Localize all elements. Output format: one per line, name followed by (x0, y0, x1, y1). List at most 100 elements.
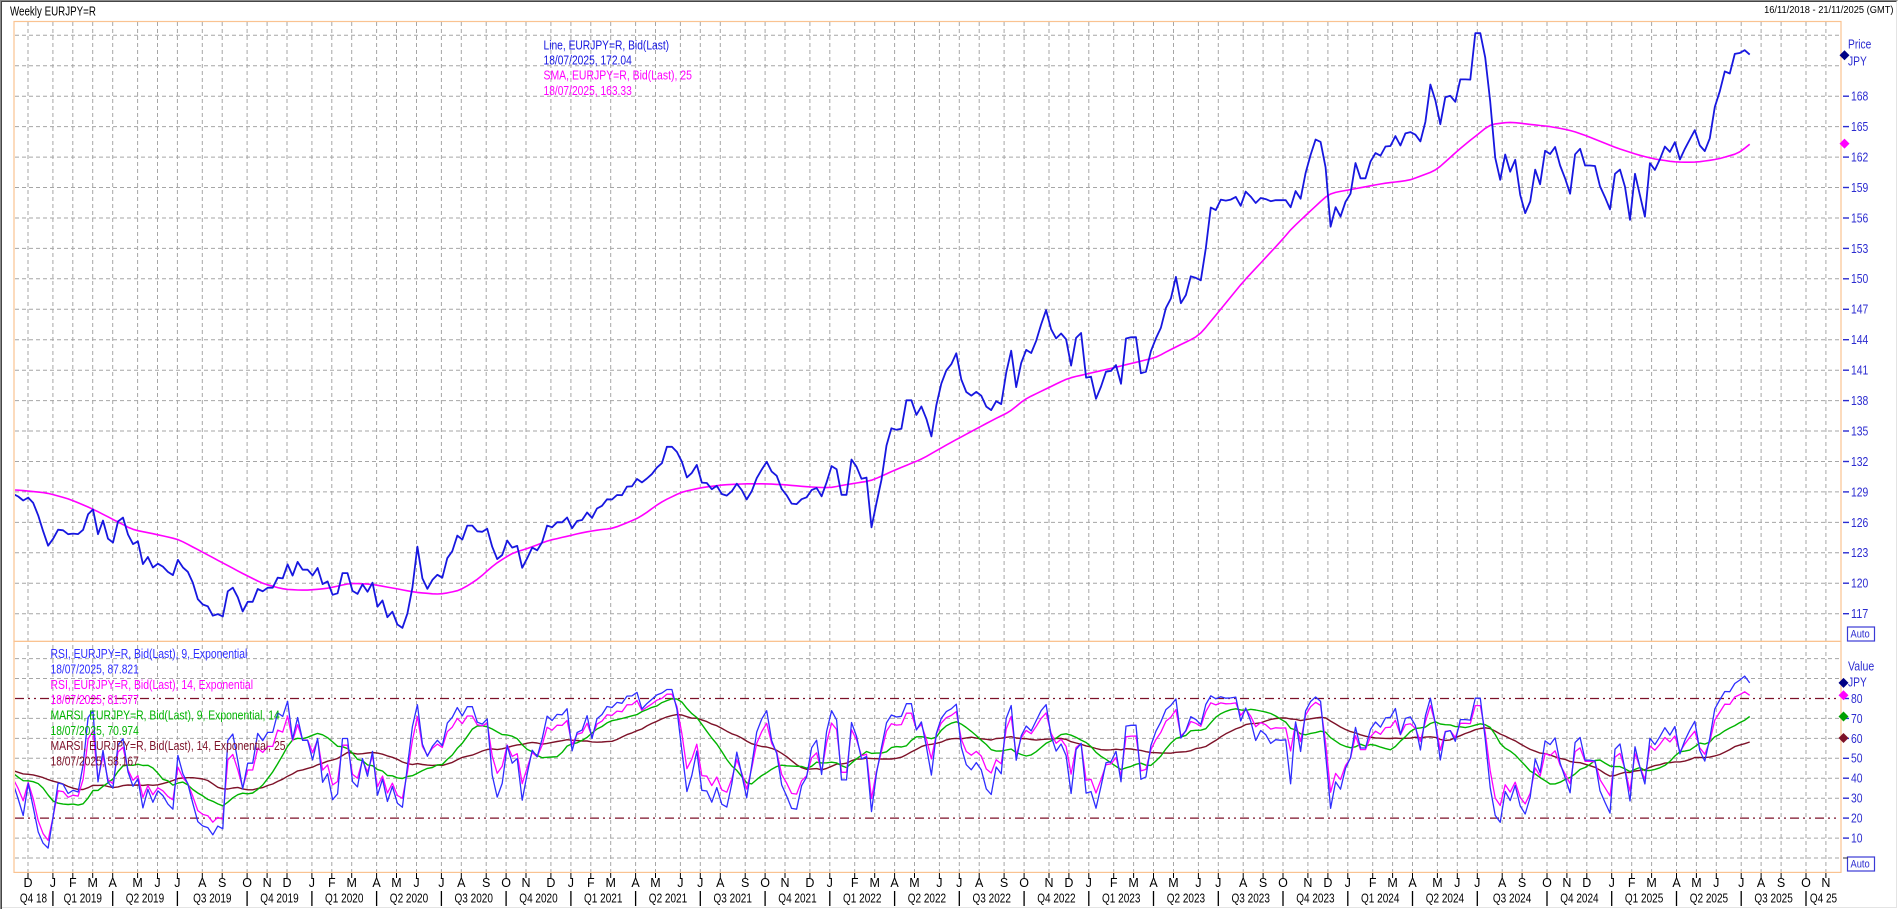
svg-text:M: M (346, 876, 356, 890)
svg-text:Q4 2023: Q4 2023 (1296, 892, 1334, 906)
svg-text:J: J (568, 876, 574, 890)
svg-text:O: O (242, 876, 252, 890)
svg-text:40: 40 (1851, 772, 1863, 786)
svg-text:S: S (482, 876, 490, 890)
svg-text:O: O (1019, 876, 1029, 890)
svg-text:J: J (956, 876, 962, 890)
svg-text:J: J (50, 876, 56, 890)
svg-text:18/07/2025, 172.04: 18/07/2025, 172.04 (544, 54, 632, 68)
svg-text:J: J (1086, 876, 1092, 890)
svg-text:M: M (87, 876, 97, 890)
svg-text:Q4 25: Q4 25 (1810, 892, 1837, 906)
svg-text:Line, EURJPY=R, Bid(Last): Line, EURJPY=R, Bid(Last) (544, 38, 670, 52)
svg-text:N: N (1303, 876, 1312, 890)
svg-text:135: 135 (1851, 424, 1868, 438)
svg-text:A: A (975, 876, 984, 890)
svg-text:M: M (650, 876, 660, 890)
svg-text:18/07/2025, 81.577: 18/07/2025, 81.577 (51, 693, 139, 707)
svg-text:123: 123 (1851, 546, 1868, 560)
svg-text:J: J (1195, 876, 1201, 890)
svg-text:RSI, EURJPY=R, Bid(Last), 14,: RSI, EURJPY=R, Bid(Last), 14, Exponentia… (51, 678, 254, 692)
svg-text:S: S (1777, 876, 1785, 890)
svg-text:S: S (1518, 876, 1526, 890)
svg-text:Q1 2019: Q1 2019 (64, 892, 102, 906)
svg-text:Q1 2021: Q1 2021 (584, 892, 622, 906)
svg-text:Q2 2022: Q2 2022 (908, 892, 946, 906)
svg-text:F: F (328, 876, 336, 890)
svg-text:30: 30 (1851, 792, 1863, 806)
svg-text:A: A (1757, 876, 1766, 890)
svg-text:J: J (174, 876, 180, 890)
svg-text:M: M (909, 876, 919, 890)
svg-text:132: 132 (1851, 455, 1868, 469)
svg-text:117: 117 (1851, 607, 1868, 621)
svg-text:Price: Price (1848, 38, 1871, 52)
svg-text:F: F (851, 876, 859, 890)
svg-text:J: J (309, 876, 315, 890)
svg-text:J: J (1215, 876, 1221, 890)
svg-text:S: S (1000, 876, 1008, 890)
svg-text:A: A (1239, 876, 1248, 890)
svg-text:150: 150 (1851, 272, 1868, 286)
svg-text:147: 147 (1851, 303, 1868, 317)
svg-text:M: M (391, 876, 401, 890)
svg-text:18/07/2025, 70.974: 18/07/2025, 70.974 (51, 724, 139, 738)
svg-text:129: 129 (1851, 485, 1868, 499)
svg-text:A: A (1498, 876, 1507, 890)
svg-text:50: 50 (1851, 752, 1863, 766)
svg-text:S: S (218, 876, 226, 890)
svg-text:A: A (198, 876, 207, 890)
svg-text:A: A (372, 876, 381, 890)
svg-text:J: J (438, 876, 444, 890)
svg-text:D: D (546, 876, 555, 890)
svg-text:M: M (1691, 876, 1701, 890)
svg-text:Q4 2021: Q4 2021 (778, 892, 816, 906)
svg-text:J: J (1345, 876, 1351, 890)
svg-text:J: J (1609, 876, 1615, 890)
svg-text:M: M (1128, 876, 1138, 890)
svg-text:Weekly EURJPY=R: Weekly EURJPY=R (10, 5, 96, 19)
svg-text:M: M (1168, 876, 1178, 890)
svg-text:D: D (282, 876, 291, 890)
svg-text:N: N (1562, 876, 1571, 890)
svg-text:O: O (1278, 876, 1288, 890)
svg-text:Q2 2020: Q2 2020 (390, 892, 428, 906)
svg-text:18/07/2025, 163.33: 18/07/2025, 163.33 (544, 84, 632, 98)
svg-text:Q3 2019: Q3 2019 (193, 892, 231, 906)
svg-text:M: M (1387, 876, 1397, 890)
svg-text:Q1 2020: Q1 2020 (325, 892, 363, 906)
svg-text:Q3 2023: Q3 2023 (1232, 892, 1270, 906)
svg-text:A: A (631, 876, 640, 890)
svg-text:159: 159 (1851, 181, 1868, 195)
svg-text:M: M (605, 876, 615, 890)
svg-text:J: J (154, 876, 160, 890)
svg-text:Q4 18: Q4 18 (20, 892, 47, 906)
svg-text:Auto: Auto (1851, 629, 1870, 641)
svg-text:Q3 2020: Q3 2020 (455, 892, 493, 906)
svg-text:JPY: JPY (1848, 55, 1867, 69)
svg-text:M: M (1432, 876, 1442, 890)
svg-text:Q4 2019: Q4 2019 (260, 892, 298, 906)
svg-text:O: O (501, 876, 511, 890)
svg-text:F: F (69, 876, 77, 890)
svg-text:138: 138 (1851, 394, 1868, 408)
svg-text:J: J (1474, 876, 1480, 890)
svg-text:F: F (587, 876, 595, 890)
svg-text:Q2 2021: Q2 2021 (649, 892, 687, 906)
svg-text:18/07/2025, 58.167: 18/07/2025, 58.167 (51, 755, 139, 769)
svg-text:N: N (780, 876, 789, 890)
svg-text:D: D (805, 876, 814, 890)
svg-text:RSI, EURJPY=R, Bid(Last), 9,: RSI, EURJPY=R, Bid(Last), 9, Exponential (51, 647, 248, 661)
svg-text:153: 153 (1851, 242, 1868, 256)
svg-text:Q4 2024: Q4 2024 (1560, 892, 1598, 906)
svg-text:N: N (521, 876, 530, 890)
svg-text:A: A (890, 876, 899, 890)
svg-text:O: O (1801, 876, 1811, 890)
svg-text:126: 126 (1851, 516, 1868, 530)
svg-text:A: A (1408, 876, 1417, 890)
svg-text:120: 120 (1851, 577, 1868, 591)
svg-text:A: A (109, 876, 118, 890)
svg-text:MARSI, EURJPY=R, Bid(Last), 9: MARSI, EURJPY=R, Bid(Last), 9, Exponenti… (51, 709, 280, 723)
svg-text:D: D (1064, 876, 1073, 890)
svg-text:Q2 2023: Q2 2023 (1167, 892, 1205, 906)
